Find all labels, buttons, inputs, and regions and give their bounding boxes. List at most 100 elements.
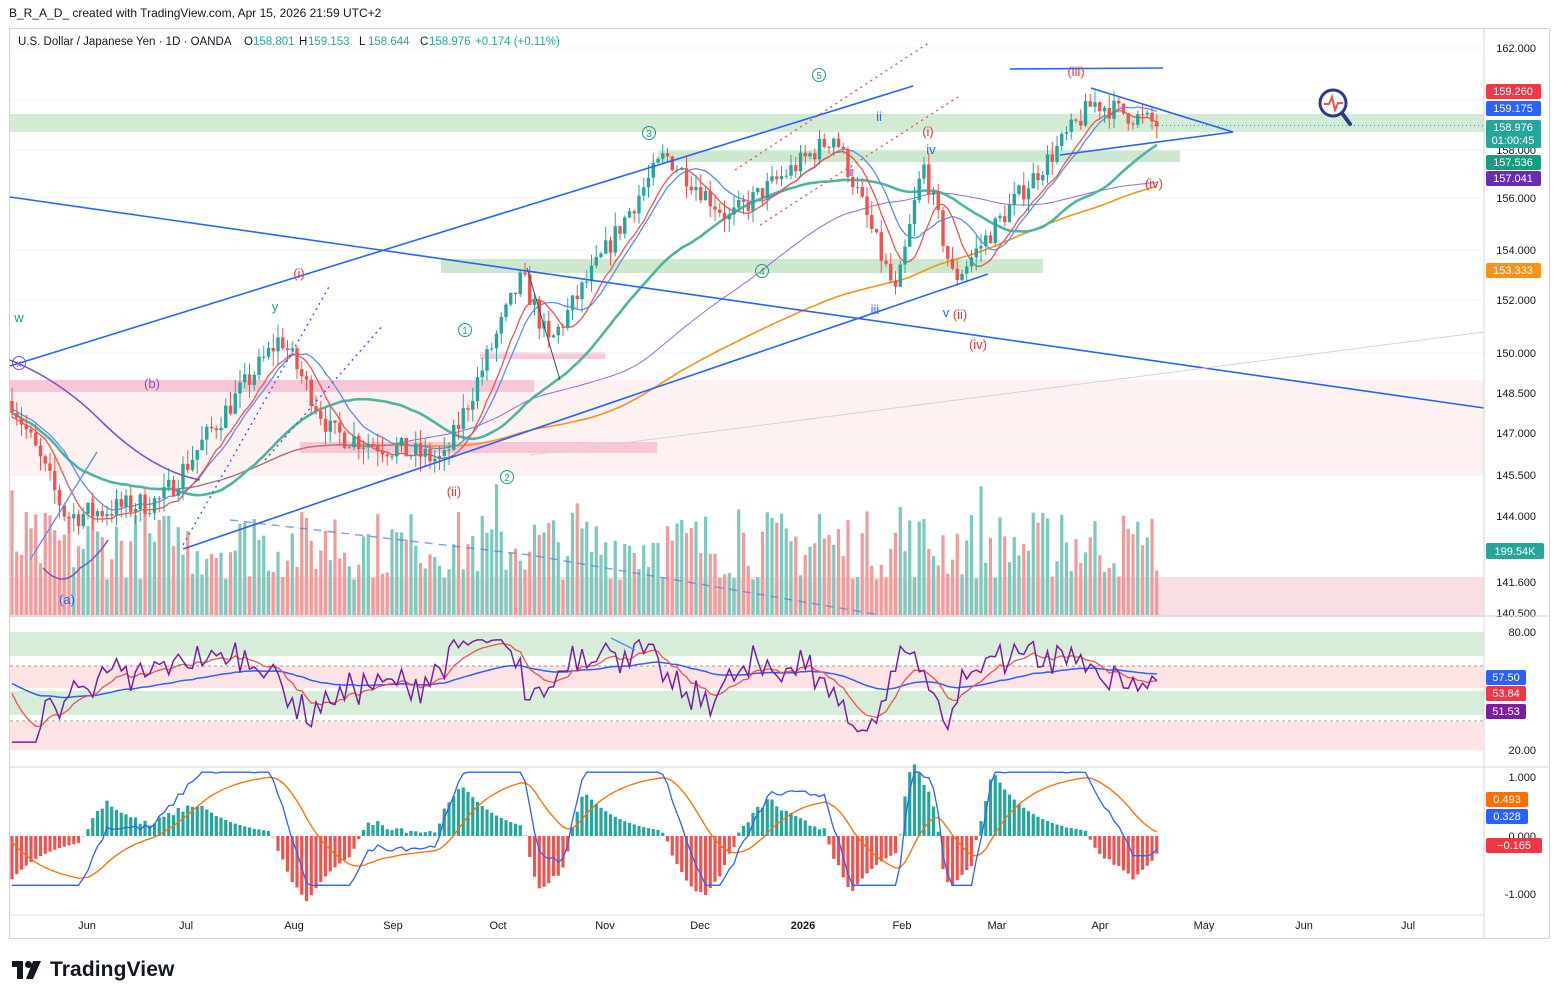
wave-label: i [850,164,853,179]
volume-bar [893,532,898,615]
macd-badge-label: −0.165 [1497,840,1531,852]
macd-histogram-bar [110,806,114,836]
candle-body [238,382,242,394]
candle-body [38,445,43,457]
macd-histogram-bar [570,827,575,836]
volume-bar [1131,533,1135,615]
macd-histogram-bar [442,808,446,836]
candle-body [181,463,185,490]
candle-body [912,200,917,224]
volume-bar [613,540,617,615]
candle-body [314,406,318,411]
candle-body [903,246,907,265]
macd-histogram-bar [461,787,465,836]
macd-histogram-bar [708,836,712,889]
volume-bar [998,517,1002,615]
candle-body [409,454,413,457]
candle-body [475,377,480,402]
macd-histogram-bar [889,836,893,856]
volume-bar [428,554,432,615]
volume-bar [566,555,570,615]
volume-bar [1150,518,1154,615]
candle-body [224,405,228,428]
macd-histogram-bar [1036,816,1040,836]
volume-bar [1012,537,1016,615]
ohlc-label: O [244,36,253,48]
rsi-badge-label: 57.50 [1492,672,1520,684]
price-tick-label: 152.000 [1496,295,1536,307]
volume-bar [167,515,171,615]
candle-body [133,509,138,512]
volume-bar [471,535,475,615]
wave-circle [458,323,472,337]
macd-histogram-bar [62,836,66,847]
volume-bar [637,569,641,615]
volume-bar [561,579,565,615]
volume-bar [214,557,218,615]
volume-bar [323,530,328,615]
macd-histogram-bar [718,836,722,877]
volume-bar [494,484,499,615]
macd-histogram-bar [190,806,195,836]
volume-bar [851,579,855,615]
volume-bar [528,551,532,615]
rsi-slow-line [11,661,1157,699]
macd-histogram-bar [1055,824,1059,836]
time-tick-label: Jul [1401,920,1415,932]
wave-label: (i) [293,266,305,281]
candle-body [1022,185,1026,200]
macd-histogram-bar [1150,836,1154,861]
volume-bar [822,538,826,615]
candle-body [29,429,33,433]
candle-body [827,146,831,148]
zone-red-1 [480,352,605,359]
macd-histogram-bar [290,836,294,883]
tradingview-logo[interactable]: TradingView [12,958,174,982]
macd-histogram-bar [485,809,489,836]
time-tick-label: May [1194,920,1215,932]
candle-body [304,376,309,380]
candle-body [623,217,627,234]
macd-histogram-bar [998,782,1002,836]
candle-body [1140,114,1145,116]
macd-histogram-bar [1041,819,1045,836]
macd-histogram-bar [357,836,361,840]
volume-bar [627,545,632,615]
candle-body [461,408,465,429]
candle-body [366,444,370,448]
price-change: +0.174 (+0.11%) [475,36,560,48]
volume-bar [1003,536,1007,615]
wave-label: 1 [462,326,468,337]
candle-body [371,444,375,446]
volume-bar [243,522,247,615]
macd-histogram-bar [912,764,917,836]
macd-histogram-bar [257,829,261,836]
macd-histogram-bar [38,836,43,857]
candle-body [72,514,76,519]
macd-histogram-bar [794,816,798,836]
volume-bar [879,564,883,615]
macd-histogram-bar [247,827,252,836]
candle-body [129,495,133,512]
volume-bar [741,532,746,615]
volume-bar [969,515,974,615]
zone-red-2 [10,380,534,392]
volume-bar [580,528,584,615]
volume-bar [129,541,133,615]
volume-bar [779,513,784,615]
macd-histogram-bar [214,816,218,836]
candle-body [936,191,940,211]
macd-histogram-bar [1121,836,1126,871]
volume-bar [10,490,14,615]
candle-body [1131,123,1135,125]
macd-histogram-bar [955,836,959,881]
volume-bar [713,553,717,615]
volume-bar [1145,537,1149,615]
candle-body [528,274,532,305]
macd-histogram-bar [746,822,750,836]
macd-histogram-bar [15,836,19,875]
volume-bar [38,563,43,615]
macd-histogram-bar [304,836,309,901]
candle-body [385,454,389,457]
